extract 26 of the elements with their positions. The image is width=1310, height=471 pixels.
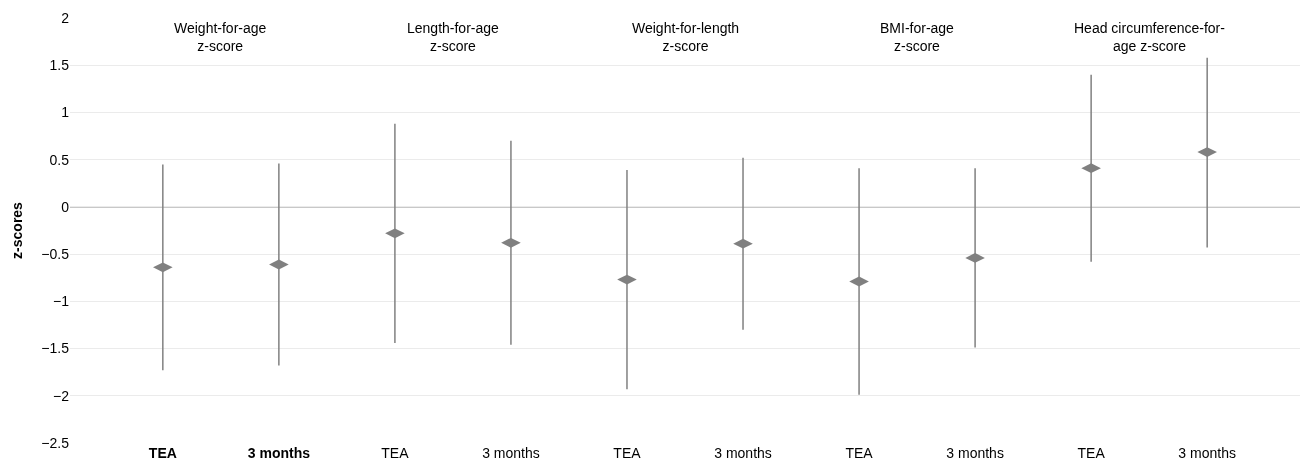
x-tick-label: 3 months: [1178, 445, 1236, 461]
x-tick-label: TEA: [148, 445, 177, 461]
y-axis-title: z-scores: [8, 201, 25, 259]
y-tick-label: 2: [61, 9, 70, 26]
y-tick-label: 1: [61, 104, 70, 121]
y-tick-label: −1.5: [41, 340, 70, 357]
x-tick-label: 3 months: [714, 445, 772, 461]
y-tick-label: −2: [53, 387, 70, 404]
y-tick-label: −0.5: [41, 246, 70, 263]
y-tick-label: −2.5: [41, 434, 70, 451]
x-tick-label: TEA: [1077, 445, 1106, 461]
y-tick-label: 1.5: [49, 57, 70, 74]
x-tick-label: 3 months: [946, 445, 1004, 461]
x-tick-label: 3 months: [482, 445, 540, 461]
annotation: Length-for-age z-score: [407, 20, 500, 55]
annotation: Weight-for-age z-score: [174, 20, 267, 55]
annotation: Head circumference-for- age z-score: [1074, 20, 1226, 55]
x-tick-label: TEA: [845, 445, 874, 461]
x-tick-label: TEA: [613, 445, 642, 461]
x-tick-label: 3 months: [247, 445, 311, 461]
y-tick-label: −1: [53, 293, 70, 310]
annotation: BMI-for-age z-score: [880, 20, 955, 55]
annotation: Weight-for-length z-score: [632, 20, 740, 55]
y-tick-label: 0: [61, 198, 70, 215]
x-tick-label: TEA: [381, 445, 410, 461]
y-tick-label: 0.5: [49, 151, 70, 168]
